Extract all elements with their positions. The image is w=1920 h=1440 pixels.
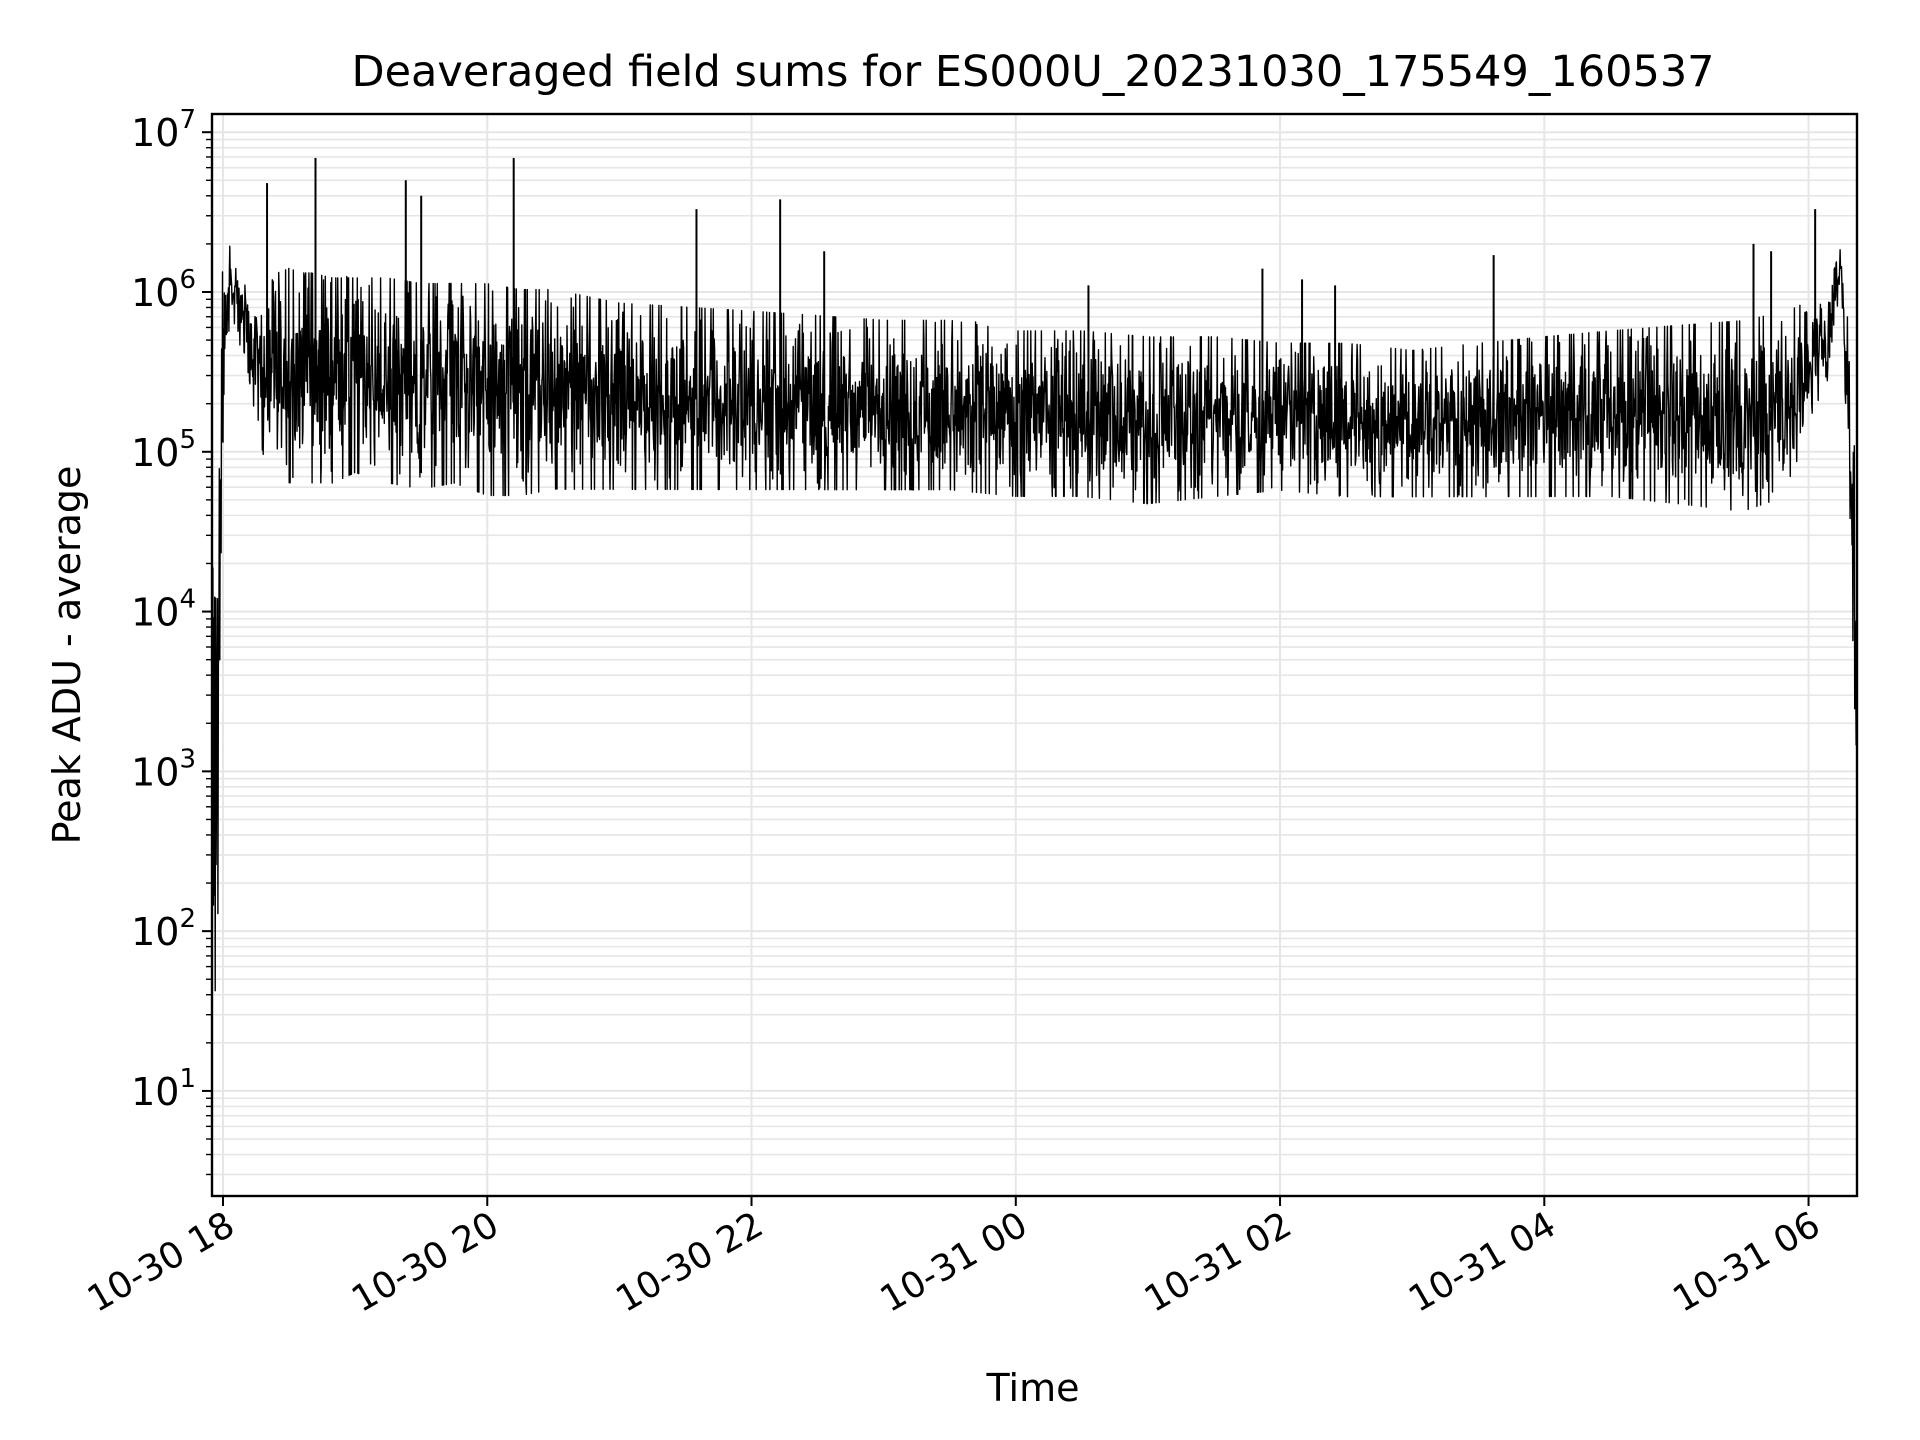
y-tick-label: 101 <box>131 1064 196 1114</box>
data-layer <box>211 157 1858 992</box>
y-tick-exponent: 3 <box>179 744 196 774</box>
y-tick-label: 103 <box>131 744 196 794</box>
y-tick-label: 105 <box>131 425 196 475</box>
x-tick-label: 10-31 06 <box>1666 1204 1827 1320</box>
y-tick-base: 10 <box>131 591 179 635</box>
chart-title: Deaveraged field sums for ES000U_2023103… <box>351 47 1714 97</box>
y-tick-label: 104 <box>131 585 196 635</box>
y-tick-label: 102 <box>131 904 196 954</box>
y-tick-exponent: 2 <box>179 904 196 934</box>
y-tick-base: 10 <box>131 431 179 475</box>
y-tick-exponent: 5 <box>179 425 196 455</box>
x-tick-label: 10-31 00 <box>874 1204 1035 1320</box>
x-tick-label: 10-30 18 <box>81 1204 242 1320</box>
y-tick-exponent: 4 <box>179 585 196 615</box>
x-tick-label: 10-30 20 <box>345 1204 506 1320</box>
x-axis-label: Time <box>986 1366 1080 1410</box>
x-tick-label: 10-30 22 <box>609 1204 770 1320</box>
y-tick-label: 106 <box>131 265 196 315</box>
y-tick-base: 10 <box>131 910 179 954</box>
plot-frame <box>210 112 1859 1198</box>
y-tick-label: 107 <box>131 105 196 155</box>
series-line <box>211 245 1858 992</box>
y-tick-base: 10 <box>131 750 179 794</box>
y-tick-base: 10 <box>131 271 179 315</box>
y-axis-label: Peak ADU - average <box>45 466 89 845</box>
x-tick-label: 10-31 04 <box>1402 1204 1563 1320</box>
grid-layer <box>212 114 1857 1196</box>
y-tick-exponent: 7 <box>179 105 196 135</box>
y-tick-base: 10 <box>131 111 179 155</box>
x-tick-label: 10-31 02 <box>1138 1204 1299 1320</box>
y-tick-base: 10 <box>131 1070 179 1114</box>
y-tick-exponent: 6 <box>179 265 196 295</box>
y-tick-exponent: 1 <box>179 1064 196 1094</box>
